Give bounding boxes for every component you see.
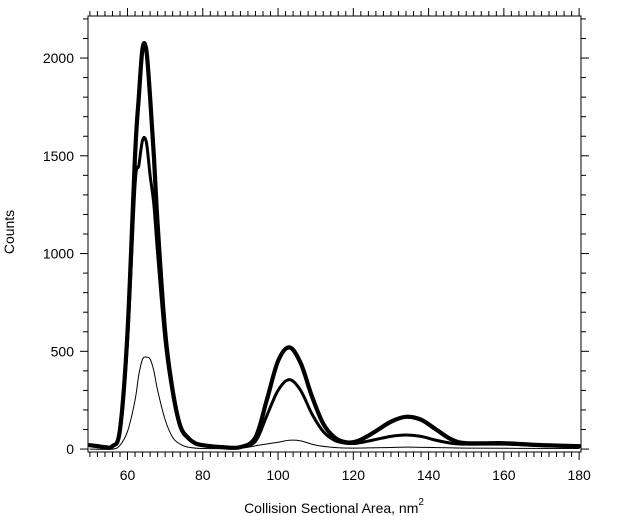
x-tick-labels: 60 80 100 120 140 160 180 [120,467,591,483]
y-tick-label: 1000 [43,246,74,262]
x-tick-label: 180 [567,467,591,483]
x-tick-label: 160 [492,467,516,483]
series-line-medium [88,135,581,450]
x-tick-label: 80 [195,467,211,483]
series-group [87,41,582,451]
series-line-thin [89,356,580,450]
y-axis-label: Counts [1,210,17,254]
x-axis-label-superscript: 2 [418,497,424,508]
axis-ticks [80,8,589,460]
plot-frame [87,15,582,453]
y-tick-label: 0 [66,441,74,457]
y-tick-labels: 0 500 1000 1500 2000 [43,50,74,457]
x-tick-label: 120 [342,467,366,483]
x-axis-label: Collision Sectional Area, nm2 [244,497,424,516]
x-tick-label: 100 [266,467,290,483]
x-tick-label: 140 [417,467,441,483]
y-tick-label: 1500 [43,148,74,164]
series-line-thick [87,41,582,451]
y-tick-label: 2000 [43,50,74,66]
x-tick-label: 60 [120,467,136,483]
y-tick-label: 500 [51,343,75,359]
